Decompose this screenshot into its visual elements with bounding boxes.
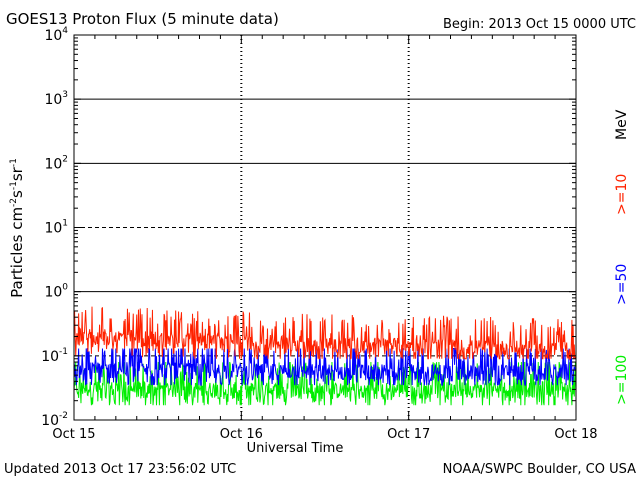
y-tick-base: 10 [44, 285, 62, 301]
y-tick-base: 10 [44, 28, 62, 44]
y-label-mid2: sr [8, 166, 26, 181]
y-tick-base: 10 [41, 413, 59, 429]
x-tick-label: Oct 16 [220, 427, 263, 442]
y-tick-exp: 0 [62, 283, 68, 293]
legend-unit: MeV [614, 109, 630, 140]
x-axis-label: Universal Time [247, 441, 344, 456]
y-tick-exp: 3 [62, 90, 68, 100]
chart-title: GOES13 Proton Flux (5 minute data) [6, 10, 279, 28]
legend: >=100 >=50 >=10 MeV [614, 109, 630, 405]
y-tick-label: 100 [44, 283, 68, 301]
series-line-50mev [73, 348, 577, 387]
y-tick-label: 103 [44, 90, 68, 108]
y-tick-exp: 1 [62, 219, 68, 229]
begin-time: Begin: 2013 Oct 15 0000 UTC [443, 17, 636, 32]
legend-10mev: >=10 [614, 174, 630, 215]
series-line-10mev [73, 306, 577, 361]
y-tick-exp: -1 [59, 347, 68, 357]
y-label-sup2: -1 [9, 181, 19, 190]
y-tick-exp: -2 [59, 411, 68, 421]
y-tick-base: 10 [44, 221, 62, 237]
x-tick-label: Oct 17 [387, 427, 430, 442]
y-tick-base: 10 [41, 349, 59, 365]
y-label-sup1: -2 [9, 198, 19, 207]
x-tick-label: Oct 18 [554, 427, 597, 442]
y-tick-label: 104 [44, 26, 68, 44]
y-label-mid1: s [8, 190, 26, 198]
x-tick-label: Oct 15 [52, 427, 95, 442]
legend-50mev: >=50 [614, 264, 630, 305]
y-tick-exp: 4 [62, 26, 68, 36]
legend-100mev: >=100 [614, 355, 630, 405]
y-tick-label: 102 [44, 154, 68, 172]
y-tick-base: 10 [44, 92, 62, 108]
source-credit: NOAA/SWPC Boulder, CO USA [443, 462, 636, 477]
svg-text:Particles cm-2s-1sr-1: Particles cm-2s-1sr-1 [8, 158, 26, 298]
y-tick-base: 10 [44, 156, 62, 172]
y-label-main: Particles cm [8, 207, 26, 298]
updated-timestamp: Updated 2013 Oct 17 23:56:02 UTC [4, 462, 236, 477]
y-tick-exp: 2 [62, 154, 68, 164]
series-layer [73, 306, 577, 406]
y-axis-label: Particles cm-2s-1sr-1 [8, 158, 26, 298]
y-label-sup3: -1 [9, 158, 19, 167]
y-tick-label: 10-2 [41, 411, 68, 429]
y-tick-label: 10-1 [41, 347, 68, 365]
y-tick-label: 101 [44, 219, 68, 237]
